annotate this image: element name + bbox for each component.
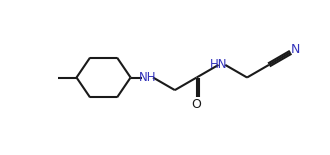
- Text: O: O: [192, 98, 202, 111]
- Text: HN: HN: [210, 58, 227, 71]
- Text: NH: NH: [139, 71, 156, 84]
- Text: N: N: [291, 43, 300, 56]
